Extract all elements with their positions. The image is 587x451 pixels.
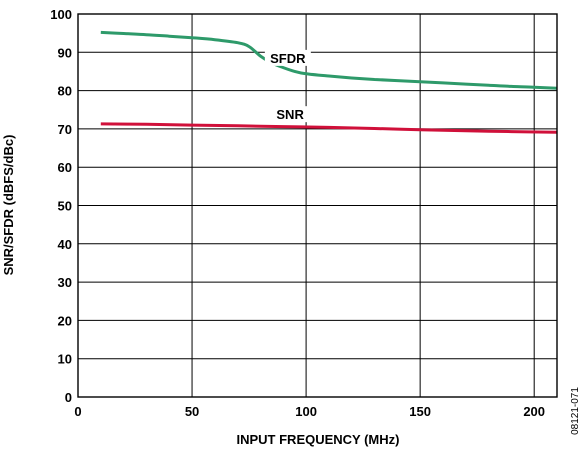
- plot-frame: [77, 13, 558, 398]
- y-tick-labels: 0 10 20 30 40 50 60 70 80 90 100: [50, 7, 72, 405]
- y-tick-label: 70: [58, 122, 72, 137]
- x-tick-labels: 0 50 100 150 200: [74, 404, 545, 419]
- y-axis-title: SNR/SFDR (dBFS/dBc): [1, 135, 16, 276]
- y-tick-label: 90: [58, 45, 72, 60]
- series-labels: SFDR SNR: [264, 49, 311, 123]
- grid-lines: [78, 14, 557, 397]
- series-label-background: [264, 49, 311, 66]
- series-line-snr: [100, 122, 558, 134]
- series-label-snr: SNR: [276, 107, 304, 122]
- series-lines: [100, 30, 558, 134]
- figure-id: 08121-071: [570, 387, 581, 435]
- y-tick-label: 30: [58, 275, 72, 290]
- y-tick-label: 10: [58, 352, 72, 367]
- x-tick-label: 150: [409, 404, 431, 419]
- x-axis-title: INPUT FREQUENCY (MHz): [237, 432, 400, 447]
- x-tick-label: 0: [74, 404, 81, 419]
- y-tick-label: 80: [58, 84, 72, 99]
- y-tick-label: 0: [65, 390, 72, 405]
- y-tick-label: 20: [58, 313, 72, 328]
- y-tick-label: 100: [50, 7, 72, 22]
- series-label-background: [271, 106, 309, 123]
- x-tick-label: 100: [295, 404, 317, 419]
- x-tick-label: 200: [523, 404, 545, 419]
- y-tick-label: 50: [58, 199, 72, 214]
- x-tick-label: 50: [185, 404, 199, 419]
- series-line-sfdr: [100, 30, 558, 90]
- y-tick-label: 60: [58, 160, 72, 175]
- y-tick-label: 40: [58, 237, 72, 252]
- series-label-sfdr: SFDR: [270, 51, 306, 66]
